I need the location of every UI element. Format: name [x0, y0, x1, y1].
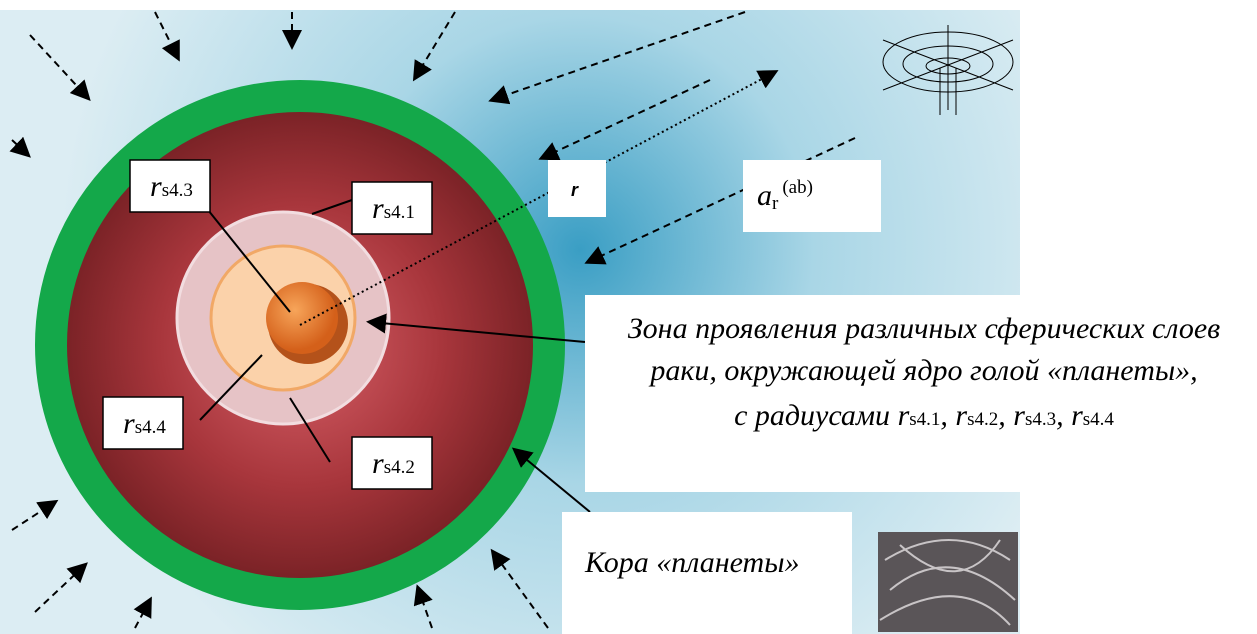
svg-text:rs4.1: rs4.1	[372, 192, 415, 225]
label-rs42: rs4.2	[351, 436, 433, 490]
label-text: s4.4	[1083, 409, 1115, 430]
incoming-arrows	[9, 11, 856, 629]
vortex-icon	[882, 25, 1014, 115]
label-text: s4.2	[384, 457, 415, 478]
label-text: a	[757, 179, 772, 212]
label-text: с радиусами	[734, 399, 890, 432]
radius-lines	[199, 199, 353, 463]
svg-text:rs4.3: rs4.3	[150, 170, 193, 203]
label-rs43: rs4.3	[129, 159, 211, 213]
caption: Зона проявления различных сферических сл…	[585, 295, 1257, 492]
label-text: раки, окружающей ядро голой «планеты»,	[648, 354, 1197, 387]
label-text: r	[150, 170, 162, 203]
label-text: s4.4	[135, 417, 167, 438]
label-text: ,	[940, 399, 948, 432]
label-text: r	[372, 447, 384, 480]
label-text: s4.3	[162, 180, 193, 201]
label-rs44: rs4.4	[102, 396, 184, 450]
svg-text:с радиусами rs4.1, rs4.2, rs4.: с радиусами rs4.1, rs4.2, rs4.3, rs4.4	[734, 399, 1114, 432]
svg-text:ar(ab): ar(ab)	[757, 177, 813, 214]
label-text: r	[898, 399, 910, 432]
label-text: ,	[1056, 399, 1064, 432]
zone-pointer	[366, 313, 586, 343]
svg-text:rs4.4: rs4.4	[123, 407, 166, 440]
label-text: ,	[998, 399, 1006, 432]
label-text: Зона проявления различных сферических сл…	[628, 312, 1220, 345]
core	[266, 282, 338, 354]
label-text: r	[1013, 399, 1025, 432]
svg-text:rs4.2: rs4.2	[372, 447, 415, 480]
label-ar: ar(ab)	[743, 160, 881, 232]
label-rs41: rs4.1	[351, 181, 433, 235]
texture-image	[878, 532, 1018, 632]
label-r: r	[548, 160, 606, 217]
label-text: r	[1071, 399, 1083, 432]
label-text: s4.1	[909, 409, 940, 430]
label-text: r	[123, 407, 135, 440]
label-text: s4.3	[1025, 409, 1056, 430]
label-text: r	[372, 192, 384, 225]
label-text: s4.1	[384, 202, 415, 223]
crust-label: Кора «планеты»	[562, 512, 852, 634]
label-text: s4.2	[967, 409, 998, 430]
label-text: r	[772, 193, 779, 214]
label-text: r	[571, 180, 579, 200]
label-text: (ab)	[782, 177, 813, 198]
crust-pointer	[511, 447, 591, 513]
label-text: r	[955, 399, 967, 432]
label-text: Кора «планеты»	[584, 546, 800, 579]
